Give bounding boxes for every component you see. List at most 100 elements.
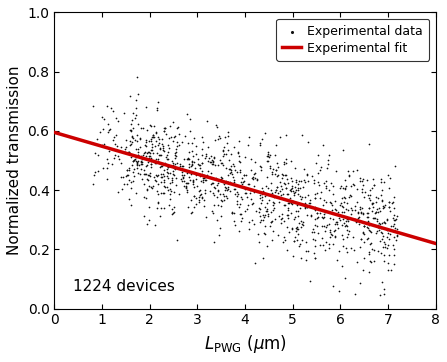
Experimental data — [366, 251, 373, 257]
Experimental data — [365, 195, 372, 201]
Experimental data — [336, 289, 343, 294]
Experimental data — [380, 179, 388, 185]
Experimental data — [147, 158, 154, 164]
Experimental data — [293, 225, 300, 231]
Experimental data — [292, 179, 299, 185]
Experimental data — [342, 185, 349, 190]
Experimental data — [172, 152, 179, 157]
Experimental data — [378, 229, 385, 235]
Experimental data — [169, 162, 177, 168]
Experimental data — [388, 201, 396, 206]
Experimental data — [333, 221, 341, 227]
Experimental data — [350, 247, 357, 253]
Experimental data — [123, 172, 131, 178]
Experimental data — [293, 224, 300, 230]
Experimental data — [150, 135, 157, 140]
Experimental data — [283, 191, 291, 197]
Experimental fit — [433, 241, 439, 246]
Experimental data — [134, 139, 141, 144]
Experimental data — [329, 216, 336, 222]
Experimental data — [347, 193, 354, 199]
Experimental data — [310, 250, 317, 256]
Experimental data — [257, 164, 265, 169]
Experimental data — [219, 191, 226, 197]
Experimental data — [323, 224, 330, 230]
Experimental data — [196, 192, 203, 198]
Experimental data — [321, 228, 329, 234]
Experimental data — [382, 244, 389, 250]
Experimental data — [269, 169, 276, 175]
Experimental data — [283, 185, 290, 190]
Experimental data — [190, 193, 198, 199]
Experimental data — [284, 247, 291, 253]
Experimental data — [143, 138, 150, 143]
Experimental data — [312, 237, 319, 243]
Experimental data — [125, 178, 132, 184]
Experimental data — [260, 215, 267, 220]
Experimental data — [137, 153, 144, 159]
Experimental data — [147, 170, 154, 176]
Experimental data — [122, 144, 129, 150]
Experimental data — [282, 181, 289, 187]
Experimental data — [127, 127, 135, 133]
Experimental data — [201, 187, 208, 193]
Experimental data — [321, 247, 328, 252]
Experimental data — [205, 158, 212, 164]
Experimental data — [319, 235, 326, 241]
Experimental data — [345, 216, 352, 222]
Experimental data — [262, 193, 269, 199]
Experimental data — [219, 148, 226, 154]
Experimental data — [120, 181, 127, 187]
Experimental data — [282, 172, 289, 177]
Experimental data — [250, 189, 257, 195]
Experimental data — [391, 234, 398, 240]
Experimental data — [281, 159, 288, 164]
Experimental data — [263, 174, 270, 180]
Experimental data — [241, 154, 249, 160]
Experimental data — [294, 181, 301, 187]
Experimental data — [339, 236, 346, 241]
Experimental data — [312, 195, 319, 201]
Experimental data — [215, 162, 222, 168]
Experimental data — [314, 214, 321, 220]
Experimental data — [144, 149, 151, 155]
Experimental data — [384, 217, 391, 223]
Experimental data — [253, 208, 260, 214]
Experimental data — [130, 169, 137, 175]
Experimental data — [153, 160, 160, 165]
Experimental data — [128, 163, 135, 168]
Experimental data — [342, 222, 349, 228]
Experimental data — [228, 164, 235, 169]
Experimental data — [148, 164, 155, 170]
Experimental data — [242, 190, 249, 195]
Experimental data — [378, 176, 385, 182]
Experimental data — [131, 156, 139, 162]
Experimental data — [377, 192, 384, 198]
Experimental data — [356, 206, 363, 212]
Experimental data — [132, 105, 139, 111]
Experimental data — [261, 223, 268, 229]
Experimental data — [233, 169, 240, 174]
Experimental data — [283, 172, 290, 178]
Experimental data — [169, 169, 177, 174]
Experimental data — [167, 163, 174, 169]
Experimental data — [355, 209, 362, 215]
Experimental data — [119, 174, 126, 180]
Experimental data — [380, 233, 387, 239]
Experimental data — [316, 167, 323, 173]
Experimental data — [374, 209, 381, 215]
Experimental data — [315, 170, 322, 176]
Experimental data — [390, 243, 397, 248]
Experimental data — [342, 223, 349, 229]
Experimental data — [231, 186, 238, 192]
Experimental data — [290, 239, 297, 244]
Experimental data — [177, 163, 184, 169]
Experimental data — [329, 183, 337, 189]
Experimental data — [161, 125, 169, 131]
Experimental data — [129, 133, 136, 139]
Experimental data — [198, 168, 206, 174]
Experimental data — [240, 184, 247, 190]
Experimental data — [164, 188, 172, 193]
Experimental data — [93, 136, 101, 142]
Experimental data — [155, 181, 162, 186]
